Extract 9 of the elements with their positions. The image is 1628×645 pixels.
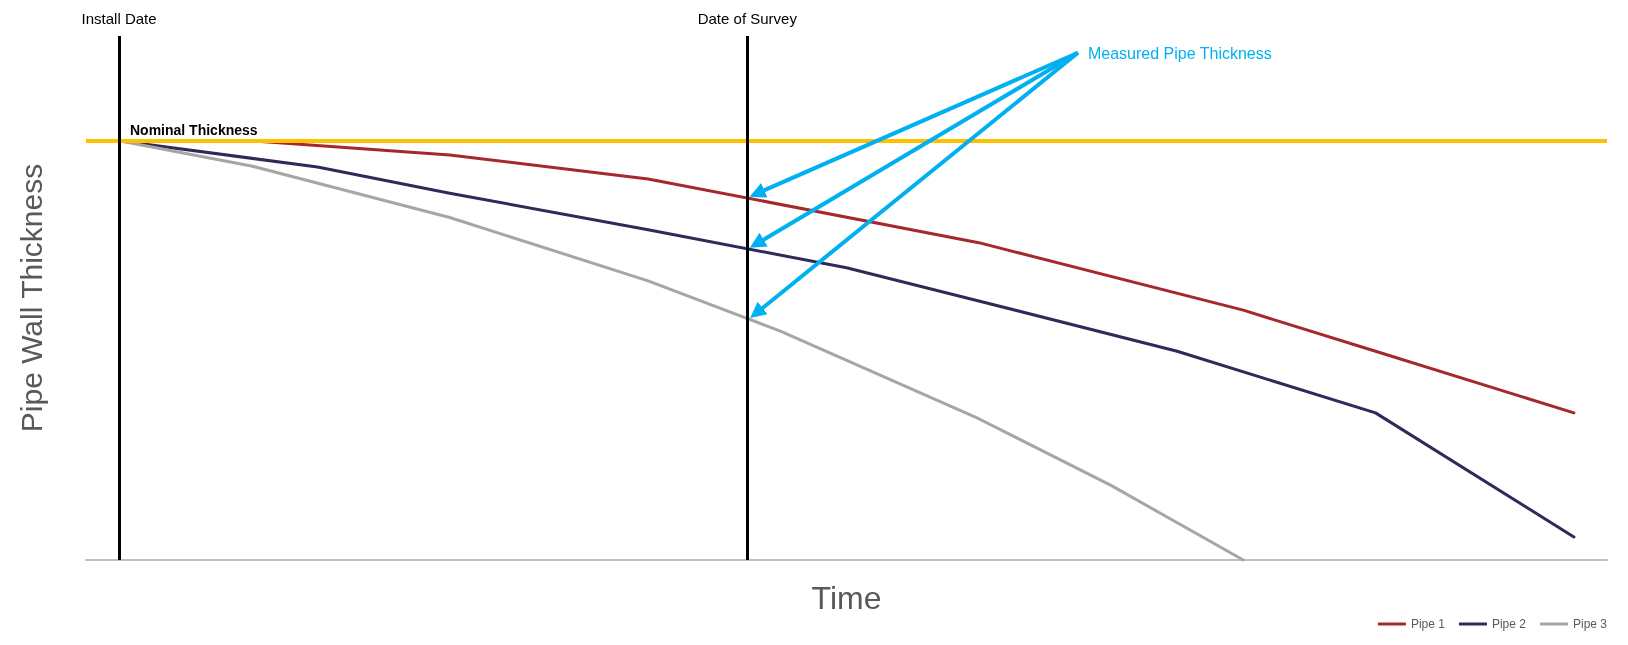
legend-label: Pipe 1 — [1410, 617, 1446, 631]
text: Install Date — [81, 10, 157, 27]
ref-line-label: Nominal Thickness — [130, 121, 258, 138]
x-axis-title: Time — [811, 580, 882, 616]
text: Date of Survey — [697, 10, 798, 27]
text: Measured Pipe Thickness — [1087, 44, 1272, 62]
legend-label: Pipe 3 — [1572, 617, 1608, 631]
legend-label: Pipe 2 — [1491, 617, 1527, 631]
y-axis-title: Pipe Wall Thickness — [14, 163, 48, 433]
